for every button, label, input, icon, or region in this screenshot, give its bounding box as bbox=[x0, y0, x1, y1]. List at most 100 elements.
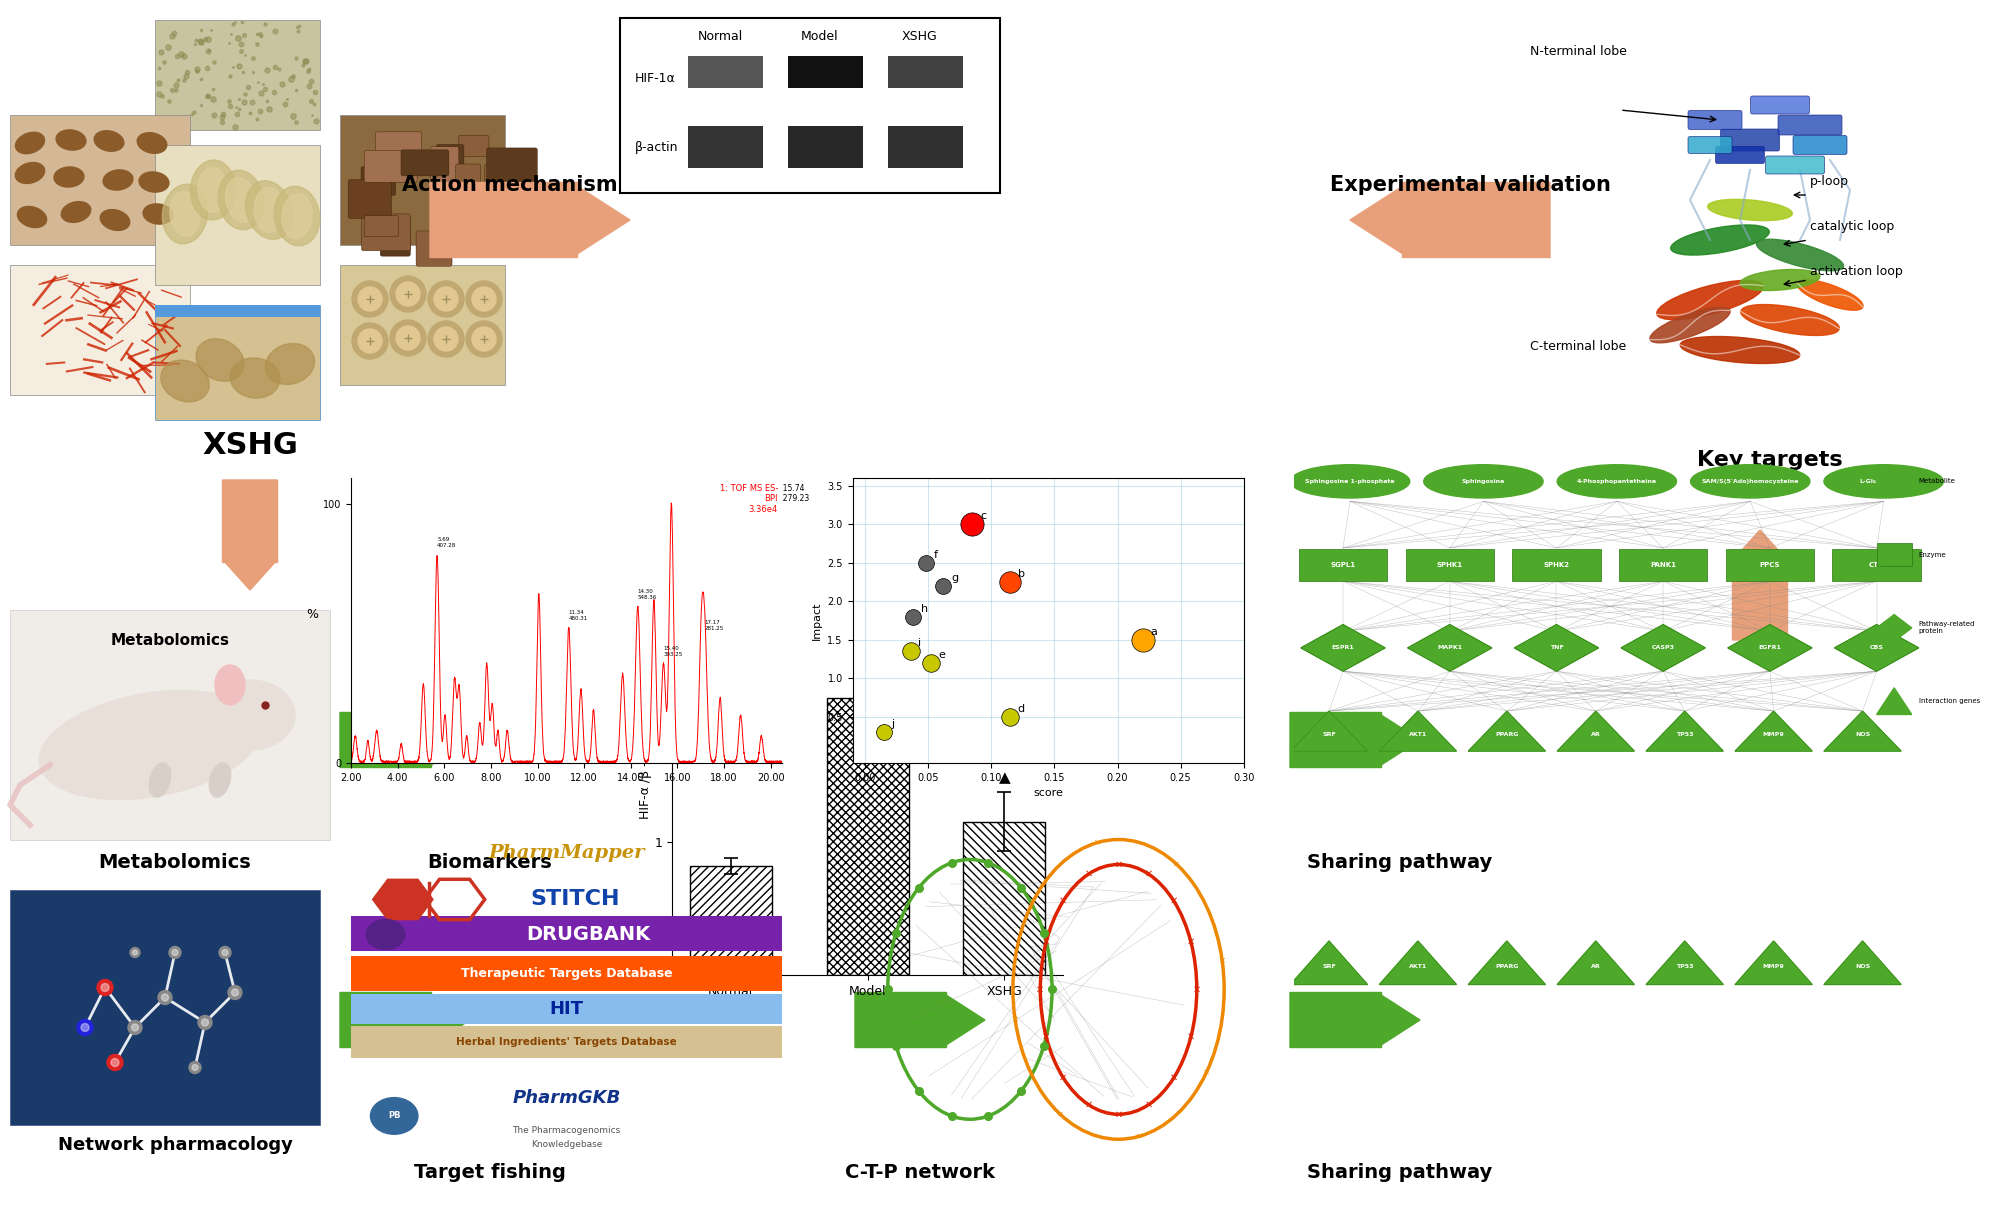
FancyBboxPatch shape bbox=[1618, 549, 1706, 580]
FancyBboxPatch shape bbox=[700, 56, 712, 88]
Circle shape bbox=[231, 989, 239, 995]
Polygon shape bbox=[1379, 941, 1456, 985]
Text: ✕: ✕ bbox=[1085, 869, 1093, 879]
Ellipse shape bbox=[162, 184, 209, 243]
Ellipse shape bbox=[225, 178, 257, 223]
Text: j: j bbox=[890, 719, 894, 729]
Text: 15.74
  279.23: 15.74 279.23 bbox=[778, 484, 808, 504]
Point bbox=[1127, 630, 1159, 649]
FancyBboxPatch shape bbox=[375, 132, 421, 160]
Polygon shape bbox=[1734, 941, 1811, 985]
Circle shape bbox=[110, 1058, 118, 1067]
Text: DRUGBANK: DRUGBANK bbox=[525, 925, 650, 943]
Text: Key targets: Key targets bbox=[1696, 450, 1843, 470]
Text: Sharing pathway: Sharing pathway bbox=[1307, 1163, 1492, 1182]
Ellipse shape bbox=[40, 690, 261, 799]
FancyBboxPatch shape bbox=[365, 150, 417, 183]
FancyBboxPatch shape bbox=[812, 56, 824, 88]
Circle shape bbox=[351, 281, 387, 317]
Text: PPARG: PPARG bbox=[1494, 964, 1518, 969]
FancyBboxPatch shape bbox=[485, 165, 519, 190]
Ellipse shape bbox=[16, 162, 44, 184]
FancyBboxPatch shape bbox=[361, 167, 395, 195]
Circle shape bbox=[132, 949, 138, 955]
Text: ✕: ✕ bbox=[1203, 1068, 1209, 1077]
Circle shape bbox=[427, 281, 463, 317]
X-axis label: score: score bbox=[1033, 788, 1063, 798]
Text: 1: TOF MS ES-
BPI
3.36e4: 1: TOF MS ES- BPI 3.36e4 bbox=[720, 484, 778, 513]
Ellipse shape bbox=[198, 167, 229, 212]
Point bbox=[926, 576, 958, 596]
Polygon shape bbox=[1379, 711, 1456, 751]
FancyBboxPatch shape bbox=[339, 115, 505, 245]
Text: SGPL1: SGPL1 bbox=[1329, 562, 1355, 568]
FancyArrow shape bbox=[854, 712, 984, 768]
FancyBboxPatch shape bbox=[1831, 549, 1921, 580]
FancyBboxPatch shape bbox=[948, 56, 960, 88]
Circle shape bbox=[389, 320, 425, 356]
Circle shape bbox=[223, 949, 229, 955]
FancyBboxPatch shape bbox=[154, 305, 321, 420]
Point bbox=[914, 653, 946, 672]
Polygon shape bbox=[1556, 941, 1634, 985]
FancyBboxPatch shape bbox=[848, 56, 860, 88]
Text: NOS: NOS bbox=[1855, 964, 1869, 969]
Polygon shape bbox=[1877, 615, 1911, 642]
FancyBboxPatch shape bbox=[788, 126, 862, 168]
Text: Metabolomics: Metabolomics bbox=[110, 633, 229, 648]
Ellipse shape bbox=[56, 130, 86, 150]
Ellipse shape bbox=[196, 339, 245, 381]
Text: Sphingosine 1-phosphate: Sphingosine 1-phosphate bbox=[1305, 478, 1393, 484]
Text: ✕: ✕ bbox=[1217, 955, 1225, 964]
Text: 11.34
480.31: 11.34 480.31 bbox=[569, 610, 587, 621]
FancyBboxPatch shape bbox=[788, 56, 800, 88]
Bar bbox=[962, 821, 1045, 975]
Text: Experimental validation: Experimental validation bbox=[1329, 176, 1610, 195]
Y-axis label: HIF-α /β -actin: HIF-α /β -actin bbox=[638, 730, 652, 820]
Ellipse shape bbox=[148, 763, 170, 797]
FancyBboxPatch shape bbox=[154, 305, 321, 317]
Ellipse shape bbox=[1670, 225, 1768, 256]
Text: ✕: ✕ bbox=[1085, 1100, 1093, 1109]
Polygon shape bbox=[1289, 711, 1367, 751]
Text: f: f bbox=[932, 550, 936, 559]
Text: ✕: ✕ bbox=[1187, 936, 1195, 947]
Text: L-Glutathione: L-Glutathione bbox=[1859, 478, 1907, 484]
Point bbox=[956, 515, 988, 534]
Text: 15.40
303.25: 15.40 303.25 bbox=[664, 645, 682, 656]
Text: Metabolite: Metabolite bbox=[1917, 478, 1955, 484]
FancyBboxPatch shape bbox=[459, 136, 489, 156]
Text: ✕: ✕ bbox=[1011, 1015, 1019, 1023]
FancyBboxPatch shape bbox=[712, 56, 724, 88]
Text: PB: PB bbox=[387, 1112, 401, 1120]
Text: Therapeutic Targets Database: Therapeutic Targets Database bbox=[461, 966, 672, 980]
FancyBboxPatch shape bbox=[736, 56, 748, 88]
Circle shape bbox=[100, 983, 108, 992]
Point bbox=[868, 723, 900, 742]
FancyBboxPatch shape bbox=[154, 145, 321, 285]
Ellipse shape bbox=[275, 186, 319, 246]
FancyBboxPatch shape bbox=[888, 56, 900, 88]
Circle shape bbox=[128, 1021, 142, 1034]
FancyBboxPatch shape bbox=[1297, 549, 1387, 580]
Text: TP53: TP53 bbox=[1674, 964, 1692, 969]
FancyBboxPatch shape bbox=[339, 265, 505, 385]
Text: SRF: SRF bbox=[1321, 731, 1335, 737]
Polygon shape bbox=[1823, 711, 1901, 751]
Text: The Pharmacogenomics: The Pharmacogenomics bbox=[513, 1126, 620, 1136]
FancyBboxPatch shape bbox=[415, 231, 451, 266]
FancyBboxPatch shape bbox=[479, 213, 507, 240]
FancyBboxPatch shape bbox=[439, 186, 481, 211]
Ellipse shape bbox=[1556, 465, 1676, 498]
FancyBboxPatch shape bbox=[1512, 549, 1600, 580]
Circle shape bbox=[395, 326, 419, 350]
Text: g: g bbox=[950, 573, 958, 582]
Circle shape bbox=[96, 980, 112, 995]
FancyBboxPatch shape bbox=[724, 56, 736, 88]
Text: Network pharmacology: Network pharmacology bbox=[58, 1136, 293, 1154]
FancyArrow shape bbox=[223, 480, 277, 590]
Bar bbox=[690, 866, 772, 975]
Text: Pathway-related
protein: Pathway-related protein bbox=[1917, 621, 1975, 635]
Polygon shape bbox=[1514, 625, 1598, 671]
Circle shape bbox=[395, 282, 419, 306]
